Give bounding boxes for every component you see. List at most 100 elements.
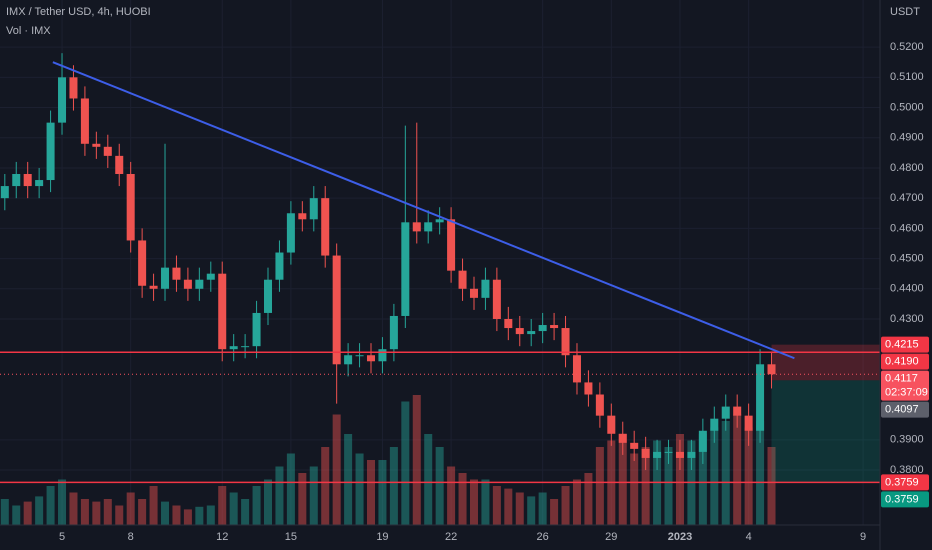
y-tick-label: 0.4900 — [890, 132, 924, 144]
volume-bar — [756, 421, 765, 525]
x-tick-label: 9 — [860, 531, 866, 543]
candle-body — [538, 325, 547, 332]
y-tick-label: 0.3900 — [890, 434, 924, 446]
x-tick-label: 29 — [605, 531, 617, 543]
stop-zone — [771, 344, 880, 381]
volume-bar — [355, 453, 364, 525]
volume-bar — [618, 434, 627, 525]
y-tick-label: 0.4300 — [890, 313, 924, 325]
volume-bar — [515, 492, 524, 525]
volume-bar — [80, 499, 89, 525]
candle-body — [756, 364, 765, 431]
candle-body — [607, 415, 616, 434]
y-tick-label: 0.5100 — [890, 71, 924, 83]
volume-bar — [561, 486, 570, 525]
volume-bar — [229, 492, 238, 525]
volume-bar — [641, 447, 650, 525]
volume-bar — [126, 492, 135, 525]
candle-body — [664, 451, 673, 453]
candle-body — [103, 146, 112, 156]
candle-body — [149, 285, 158, 289]
volume-label: Vol · IMX — [6, 25, 51, 37]
candle-body — [424, 222, 433, 232]
volume-bar — [195, 506, 204, 525]
y-tick-label: 0.4800 — [890, 162, 924, 174]
candle-body — [378, 349, 387, 362]
candle-body — [264, 279, 273, 313]
x-tick-label: 26 — [537, 531, 549, 543]
candle-body — [572, 355, 581, 383]
candle-body — [641, 448, 650, 458]
candle-body — [355, 355, 364, 357]
candle-body — [275, 252, 284, 280]
candle-body — [161, 267, 170, 289]
volume-bar — [138, 499, 147, 525]
volume-bar — [504, 488, 513, 525]
x-tick-label: 2023 — [668, 531, 692, 543]
candle-body — [492, 279, 501, 319]
y-tick-label: 0.4400 — [890, 283, 924, 295]
target-zone — [771, 380, 880, 483]
volume-bar — [149, 486, 158, 525]
candle-body — [12, 173, 21, 187]
candle-body — [767, 364, 776, 375]
volume-bar — [698, 434, 707, 525]
candle-body — [0, 186, 9, 199]
volume-bar — [23, 501, 32, 525]
candle-body — [710, 418, 719, 431]
volume-bar — [469, 479, 478, 525]
volume-bar — [378, 460, 387, 525]
y-tick-label: 0.4500 — [890, 252, 924, 264]
candle-body — [286, 213, 295, 253]
volume-bar — [630, 453, 639, 525]
volume-bar — [321, 447, 330, 525]
candle-body — [595, 394, 604, 416]
volume-bar — [481, 479, 490, 525]
volume-bar — [298, 473, 307, 525]
volume-bar — [664, 447, 673, 525]
axis-unit: USDT — [890, 6, 920, 18]
candle-body — [241, 346, 250, 348]
volume-bar — [538, 492, 547, 525]
y-tick-label: 0.4600 — [890, 222, 924, 234]
volume-bar — [183, 509, 192, 525]
y-tick-label: 0.4700 — [890, 192, 924, 204]
candle-body — [527, 331, 536, 335]
y-tick-label: 0.3800 — [890, 464, 924, 476]
candle-body — [687, 451, 696, 458]
candle-body — [469, 288, 478, 298]
volume-bar — [721, 421, 730, 525]
volume-bar — [206, 505, 215, 525]
candle-body — [366, 355, 376, 362]
y-tick-label: 0.5000 — [890, 101, 924, 113]
candle-body — [401, 222, 410, 316]
price-tag-label: 0.4117 — [885, 373, 918, 385]
volume-bar — [115, 505, 124, 525]
price-tag — [881, 491, 929, 508]
volume-bar — [218, 486, 227, 525]
candle-body — [584, 382, 593, 395]
volume-bar — [424, 434, 433, 525]
volume-bar — [275, 466, 284, 525]
candle-body — [23, 173, 32, 187]
volume-bar — [733, 414, 742, 525]
volume-bar — [584, 473, 593, 525]
volume-bar — [389, 447, 398, 525]
candle-body — [115, 155, 124, 174]
candle-body — [138, 240, 147, 286]
price-tag — [881, 401, 929, 418]
candle-body — [721, 406, 730, 419]
candle-body — [218, 273, 227, 350]
price-tag-label: 0.3759 — [885, 476, 919, 488]
price-tag — [881, 474, 929, 491]
volume-bar — [458, 473, 467, 525]
candle-body — [206, 273, 215, 280]
candle-body — [733, 406, 742, 416]
volume-bar — [572, 479, 581, 525]
price-tag-label: 0.4097 — [885, 404, 919, 416]
countdown-label: 02:37:09 — [885, 387, 928, 399]
candle-body — [309, 198, 318, 220]
candle-body — [481, 279, 490, 298]
plot-area — [0, 0, 880, 525]
volume-bar — [344, 434, 353, 525]
